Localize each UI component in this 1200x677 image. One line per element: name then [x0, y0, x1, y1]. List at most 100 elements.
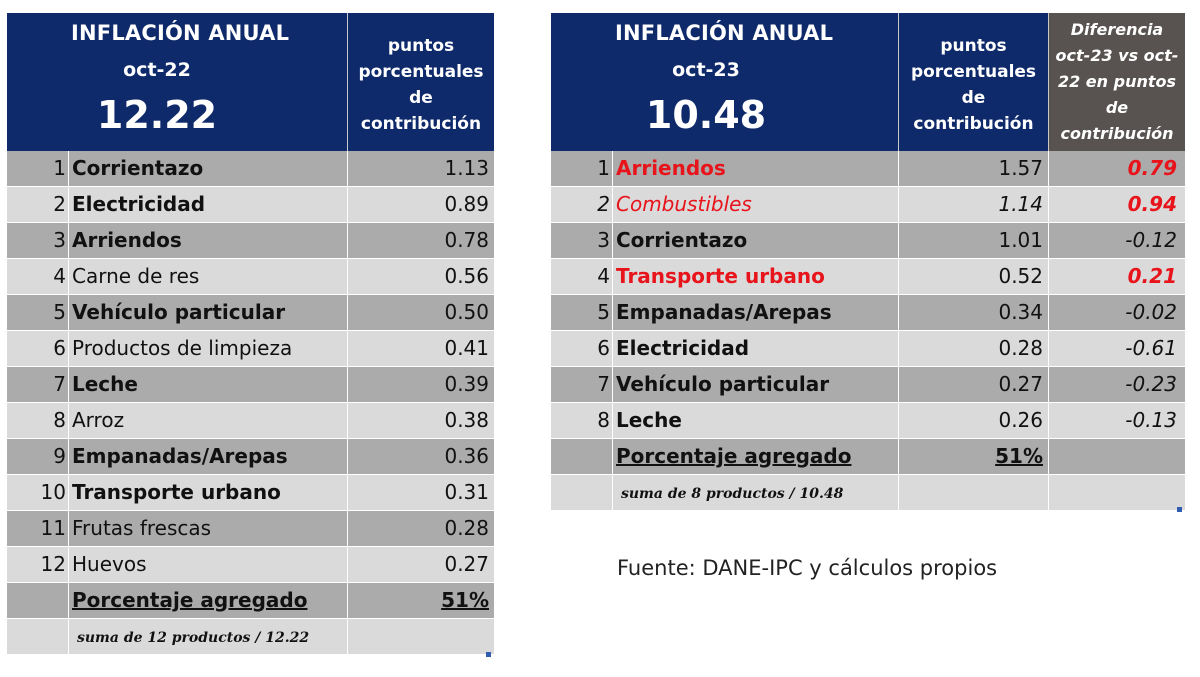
product-name-cell: Empanadas/Arepas — [616, 300, 832, 324]
total-row: Porcentaje agregado 51% — [7, 583, 494, 619]
rank-cell: 8 — [551, 403, 613, 438]
contribution-cell: 0.41 — [347, 331, 494, 366]
contribution-cell: 0.27 — [347, 547, 494, 582]
difference-cell: 0.79 — [1048, 151, 1185, 186]
rank-cell: 6 — [7, 331, 69, 366]
contribution-cell: 0.78 — [347, 223, 494, 258]
difference-cell: -0.13 — [1048, 403, 1185, 438]
cell-corner-mark — [486, 652, 491, 657]
contribution-cell: 0.31 — [347, 475, 494, 510]
rank-cell: 1 — [7, 151, 69, 186]
total-label: Porcentaje agregado — [72, 588, 308, 612]
header-main-cell: INFLACIÓN ANUAL oct-22 12.22 — [7, 13, 347, 151]
product-name-cell: Leche — [72, 372, 138, 396]
product-name-cell: Corrientazo — [616, 228, 748, 252]
contribution-cell: 0.34 — [898, 295, 1048, 330]
header-inflation-value: 10.48 — [645, 93, 767, 137]
table-row: 9 Empanadas/Arepas 0.36 — [7, 439, 494, 475]
difference-cell: -0.12 — [1048, 223, 1185, 258]
product-name-cell: Frutas frescas — [72, 516, 212, 540]
product-name-cell: Vehículo particular — [616, 372, 830, 396]
note-text: suma de 8 productos / 10.48 — [621, 486, 844, 502]
table-row: 3 Arriendos 0.78 — [7, 223, 494, 259]
rank-cell: 5 — [7, 295, 69, 330]
difference-cell: -0.23 — [1048, 367, 1185, 402]
product-name-cell: Arriendos — [72, 228, 182, 252]
product-name-cell: Vehículo particular — [72, 300, 286, 324]
contribution-cell: 0.56 — [347, 259, 494, 294]
contribution-cell: 0.26 — [898, 403, 1048, 438]
table-row: 11 Frutas frescas 0.28 — [7, 511, 494, 547]
product-name-cell: Transporte urbano — [616, 264, 825, 288]
contribution-cell: 1.13 — [347, 151, 494, 186]
table-row: 6 Electricidad 0.28 -0.61 — [551, 331, 1185, 367]
product-name-cell: Electricidad — [72, 192, 206, 216]
rank-cell: 3 — [551, 223, 613, 258]
table-row: 2 Electricidad 0.89 — [7, 187, 494, 223]
contribution-cell: 0.39 — [347, 367, 494, 402]
table-row: 4 Carne de res 0.56 — [7, 259, 494, 295]
product-name-cell: Empanadas/Arepas — [72, 444, 288, 468]
contribution-cell: 0.28 — [347, 511, 494, 546]
rank-cell: 2 — [551, 187, 613, 222]
table-row: 2 Combustibles 1.14 0.94 — [551, 187, 1185, 223]
header-title: INFLACIÓN ANUAL — [71, 21, 290, 45]
header-inflation-value: 12.22 — [96, 93, 218, 137]
table-row: 7 Leche 0.39 — [7, 367, 494, 403]
table-row: 4 Transporte urbano 0.52 0.21 — [551, 259, 1185, 295]
table-header: INFLACIÓN ANUAL oct-23 10.48 puntos porc… — [551, 13, 1185, 151]
total-value: 51% — [898, 439, 1048, 474]
total-value: 51% — [347, 583, 494, 618]
product-name-cell: Productos de limpieza — [72, 336, 293, 360]
header-main-cell: INFLACIÓN ANUAL oct-23 10.48 — [551, 13, 898, 151]
product-name-cell: Arroz — [72, 408, 125, 432]
rank-cell: 4 — [7, 259, 69, 294]
column-header-contribution: puntos porcentuales de contribución — [347, 13, 494, 151]
column-header-difference: Diferencia oct-23 vs oct-22 en puntos de… — [1048, 13, 1185, 151]
rank-cell: 9 — [7, 439, 69, 474]
column-header-contribution: puntos porcentuales de contribución — [898, 13, 1048, 151]
contribution-cell: 0.28 — [898, 331, 1048, 366]
contribution-cell: 0.89 — [347, 187, 494, 222]
inflation-table-oct23: INFLACIÓN ANUAL oct-23 10.48 puntos porc… — [551, 13, 1185, 512]
rank-cell: 7 — [7, 367, 69, 402]
product-name-cell: Electricidad — [616, 336, 750, 360]
total-label: Porcentaje agregado — [616, 444, 852, 468]
note-text: suma de 12 productos / 12.22 — [77, 630, 310, 646]
table-row: 7 Vehículo particular 0.27 -0.23 — [551, 367, 1185, 403]
table-row: 1 Corrientazo 1.13 — [7, 151, 494, 187]
difference-cell: 0.21 — [1048, 259, 1185, 294]
header-title: INFLACIÓN ANUAL — [615, 21, 834, 45]
rank-cell: 8 — [7, 403, 69, 438]
contribution-cell: 0.52 — [898, 259, 1048, 294]
contribution-cell: 0.38 — [347, 403, 494, 438]
contribution-cell: 1.01 — [898, 223, 1048, 258]
contribution-cell: 0.27 — [898, 367, 1048, 402]
product-name-cell: Transporte urbano — [72, 480, 281, 504]
table-row: 3 Corrientazo 1.01 -0.12 — [551, 223, 1185, 259]
product-name-cell: Leche — [616, 408, 682, 432]
cell-corner-mark — [1177, 507, 1182, 512]
table-row: 5 Empanadas/Arepas 0.34 -0.02 — [551, 295, 1185, 331]
rank-cell: 4 — [551, 259, 613, 294]
inflation-table-oct22: INFLACIÓN ANUAL oct-22 12.22 puntos porc… — [7, 13, 494, 657]
difference-cell: 0.94 — [1048, 187, 1185, 222]
note-row: suma de 12 productos / 12.22 — [7, 619, 494, 655]
rank-cell: 10 — [7, 475, 69, 510]
contribution-cell: 1.14 — [898, 187, 1048, 222]
contribution-cell: 0.36 — [347, 439, 494, 474]
table-row: 5 Vehículo particular 0.50 — [7, 295, 494, 331]
table-row: 8 Arroz 0.38 — [7, 403, 494, 439]
rank-cell: 12 — [7, 547, 69, 582]
rank-cell: 2 — [7, 187, 69, 222]
contribution-cell: 1.57 — [898, 151, 1048, 186]
header-period: oct-23 — [672, 59, 740, 81]
difference-cell: -0.61 — [1048, 331, 1185, 366]
table-row: 6 Productos de limpieza 0.41 — [7, 331, 494, 367]
table-header: INFLACIÓN ANUAL oct-22 12.22 puntos porc… — [7, 13, 494, 151]
table-row: 1 Arriendos 1.57 0.79 — [551, 151, 1185, 187]
table-body: 1 Arriendos 1.57 0.79 2 Combustibles 1.14 0.94 3… — [551, 151, 1185, 439]
rank-cell: 5 — [551, 295, 613, 330]
header-period: oct-22 — [123, 59, 191, 81]
rank-cell: 11 — [7, 511, 69, 546]
